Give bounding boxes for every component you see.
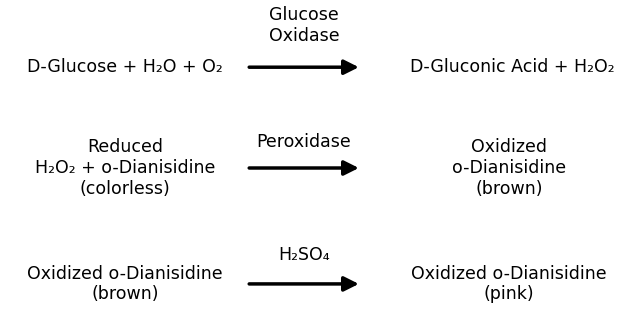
Text: Oxidized o-Dianisidine
(pink): Oxidized o-Dianisidine (pink) (411, 264, 607, 303)
Text: H₂SO₄: H₂SO₄ (278, 246, 330, 264)
Text: Oxidized
o-Dianisidine
(brown): Oxidized o-Dianisidine (brown) (452, 138, 566, 198)
Text: Peroxidase: Peroxidase (257, 133, 351, 151)
Text: D-Glucose + H₂O + O₂: D-Glucose + H₂O + O₂ (27, 58, 223, 76)
Text: Oxidized o-Dianisidine
(brown): Oxidized o-Dianisidine (brown) (27, 264, 223, 303)
Text: Reduced
H₂O₂ + o-Dianisidine
(colorless): Reduced H₂O₂ + o-Dianisidine (colorless) (35, 138, 215, 198)
Text: D-Gluconic Acid + H₂O₂: D-Gluconic Acid + H₂O₂ (410, 58, 614, 76)
Text: Glucose
Oxidase: Glucose Oxidase (269, 6, 339, 45)
